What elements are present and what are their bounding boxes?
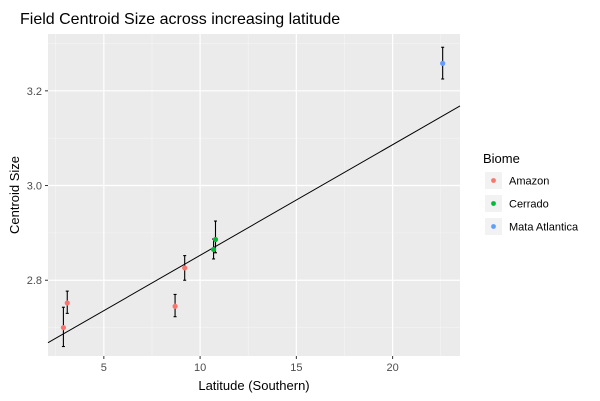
legend-key (491, 224, 496, 229)
y-axis-ticks: 2.8 3.0 3.2 (27, 86, 48, 287)
grid-lines (48, 34, 460, 356)
x-tick-label: 15 (290, 362, 302, 374)
data-points (60, 60, 446, 331)
x-axis-ticks: 5 10 15 20 (101, 356, 399, 374)
data-point (60, 324, 67, 331)
legend-label: Amazon (509, 176, 549, 188)
y-tick-label: 3.2 (27, 86, 42, 98)
trend-line (47, 105, 461, 344)
legend-label: Mata Atlantica (509, 222, 579, 234)
data-point (212, 236, 219, 243)
chart-title: Field Centroid Size across increasing la… (20, 11, 340, 28)
legend-key (491, 178, 496, 183)
y-axis-title: Centroid Size (7, 156, 22, 234)
data-point (440, 60, 446, 66)
legend-label: Cerrado (509, 199, 549, 211)
data-point (182, 265, 188, 271)
data-point (64, 300, 70, 306)
data-point (172, 303, 178, 309)
trend-line-group (47, 105, 461, 344)
x-tick-label: 5 (101, 362, 107, 374)
legend: Biome Amazon Cerrado Mata Atlantica (483, 151, 579, 235)
y-tick-label: 3.0 (27, 181, 42, 193)
y-tick-label: 2.8 (27, 275, 42, 287)
legend-title: Biome (483, 151, 520, 166)
x-tick-label: 10 (194, 362, 206, 374)
plot-panel (48, 34, 460, 356)
x-axis-title: Latitude (Southern) (198, 378, 309, 393)
x-tick-label: 20 (386, 362, 398, 374)
data-point (210, 246, 217, 253)
legend-key (491, 201, 496, 206)
